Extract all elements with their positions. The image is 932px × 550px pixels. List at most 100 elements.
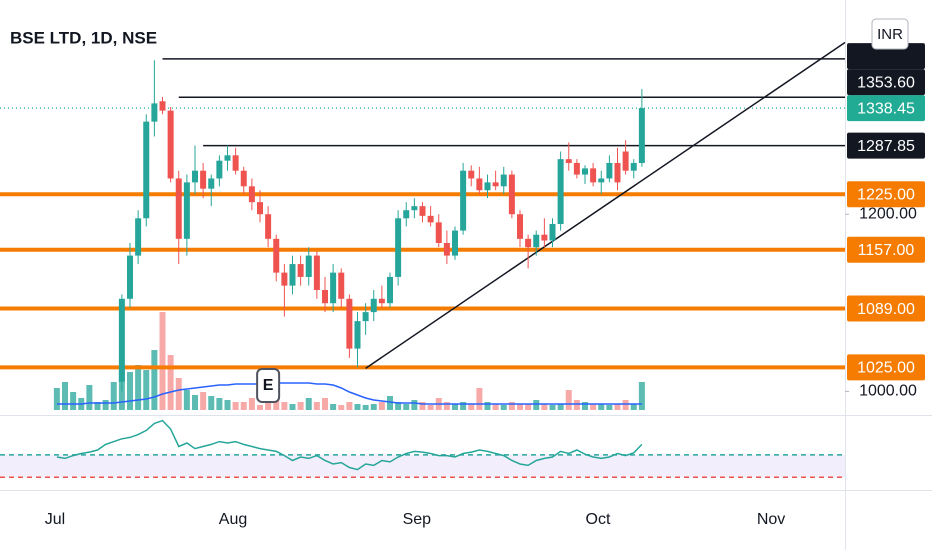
title-bg <box>4 24 152 52</box>
candle-body <box>541 234 548 241</box>
volume-bar <box>582 402 588 410</box>
volume-bar <box>248 398 255 410</box>
volume-bar <box>94 402 101 410</box>
candle-body <box>403 210 410 219</box>
candle-body <box>638 108 645 163</box>
candle-body <box>517 214 523 239</box>
price-label-box <box>847 95 925 122</box>
volume-bar <box>338 405 345 410</box>
volume-bar <box>224 400 231 410</box>
candle-body <box>159 101 166 111</box>
price-label: 1025.00 <box>857 360 915 377</box>
candle-body <box>492 182 499 187</box>
candle-body <box>167 110 174 179</box>
volume-bar <box>232 402 239 410</box>
volume-bar <box>370 404 377 410</box>
volume-bar <box>281 402 288 410</box>
y-tick-label: 1000.00 <box>859 383 917 400</box>
price-label: 1287.85 <box>857 138 915 155</box>
volume-bar <box>565 390 572 410</box>
volume-bar <box>183 390 190 410</box>
volume-bar <box>297 402 304 410</box>
volume-bar <box>313 402 320 410</box>
volume-bar <box>265 402 272 410</box>
volume-bar <box>200 392 207 410</box>
volume-bar <box>638 382 645 410</box>
x-tick-label: Nov <box>757 511 785 528</box>
candle-body <box>248 186 255 203</box>
oscillator-line <box>56 419 643 471</box>
candle-body <box>533 234 540 248</box>
candle-body <box>468 170 475 179</box>
event-badge <box>256 368 281 403</box>
x-tick-label: Aug <box>219 511 247 528</box>
volume-bar <box>192 395 198 410</box>
candle-body <box>346 298 353 349</box>
volume-bar <box>630 404 637 410</box>
price-label-box <box>847 354 925 381</box>
candle-body <box>549 223 556 241</box>
volume-bar <box>330 404 337 410</box>
price-label-box <box>847 181 925 208</box>
volume-bar <box>452 404 458 410</box>
candle-body <box>452 230 458 256</box>
volume-ma-line <box>56 382 642 405</box>
candle-body <box>508 174 515 215</box>
candle-body <box>240 170 247 187</box>
candle-body <box>305 255 312 277</box>
price-label-box <box>847 295 925 322</box>
candle-body <box>525 238 532 248</box>
candle-body <box>151 103 158 122</box>
candle-body <box>289 264 296 286</box>
candle-body <box>435 222 442 243</box>
volume-bar <box>517 404 523 410</box>
candle-body <box>135 218 142 256</box>
candle-body <box>460 170 467 231</box>
candle-body <box>273 238 280 273</box>
volume-bar <box>492 404 499 410</box>
candle-body <box>606 162 613 179</box>
candle-body <box>443 242 450 256</box>
volume-bar <box>533 400 540 410</box>
price-label: 1338.45 <box>857 100 915 117</box>
currency-badge <box>871 18 909 50</box>
volume-bar <box>159 312 166 410</box>
volume-bar <box>460 402 467 410</box>
candle-body <box>630 162 637 171</box>
currency-label: INR <box>877 26 903 43</box>
volume-bar <box>443 402 450 410</box>
candle-body <box>224 155 231 161</box>
volume-bar <box>387 396 393 410</box>
candle-body <box>476 178 483 191</box>
volume-bar <box>322 398 328 410</box>
volume-bar <box>573 400 580 410</box>
volume-bar <box>354 404 361 410</box>
candle-body <box>127 255 133 299</box>
volume-bar <box>346 402 353 410</box>
chart-title: BSE LTD, 1D, NSE <box>10 28 157 47</box>
volume-bar <box>606 405 613 410</box>
candle-body <box>484 182 491 191</box>
candle-body <box>500 174 507 187</box>
volume-bar <box>273 400 280 410</box>
volume-bar <box>70 392 77 410</box>
oscillator-band <box>0 454 845 478</box>
volume-bar <box>614 404 621 410</box>
price-label: 1157.00 <box>858 242 915 259</box>
candle-body <box>354 321 361 349</box>
volume-bar <box>127 372 133 410</box>
candle-body <box>216 160 223 179</box>
x-tick-label: Jul <box>45 511 65 528</box>
volume-bar <box>508 402 515 410</box>
candle-body <box>313 255 320 290</box>
trendline <box>365 41 846 369</box>
event-label: E <box>263 377 274 394</box>
volume-bar <box>622 400 629 410</box>
volume-bar <box>525 404 532 410</box>
volume-bar <box>53 388 60 410</box>
volume-bar <box>541 404 548 410</box>
candle-body <box>411 206 418 211</box>
candle-body <box>338 272 345 299</box>
candle-body <box>565 159 572 163</box>
